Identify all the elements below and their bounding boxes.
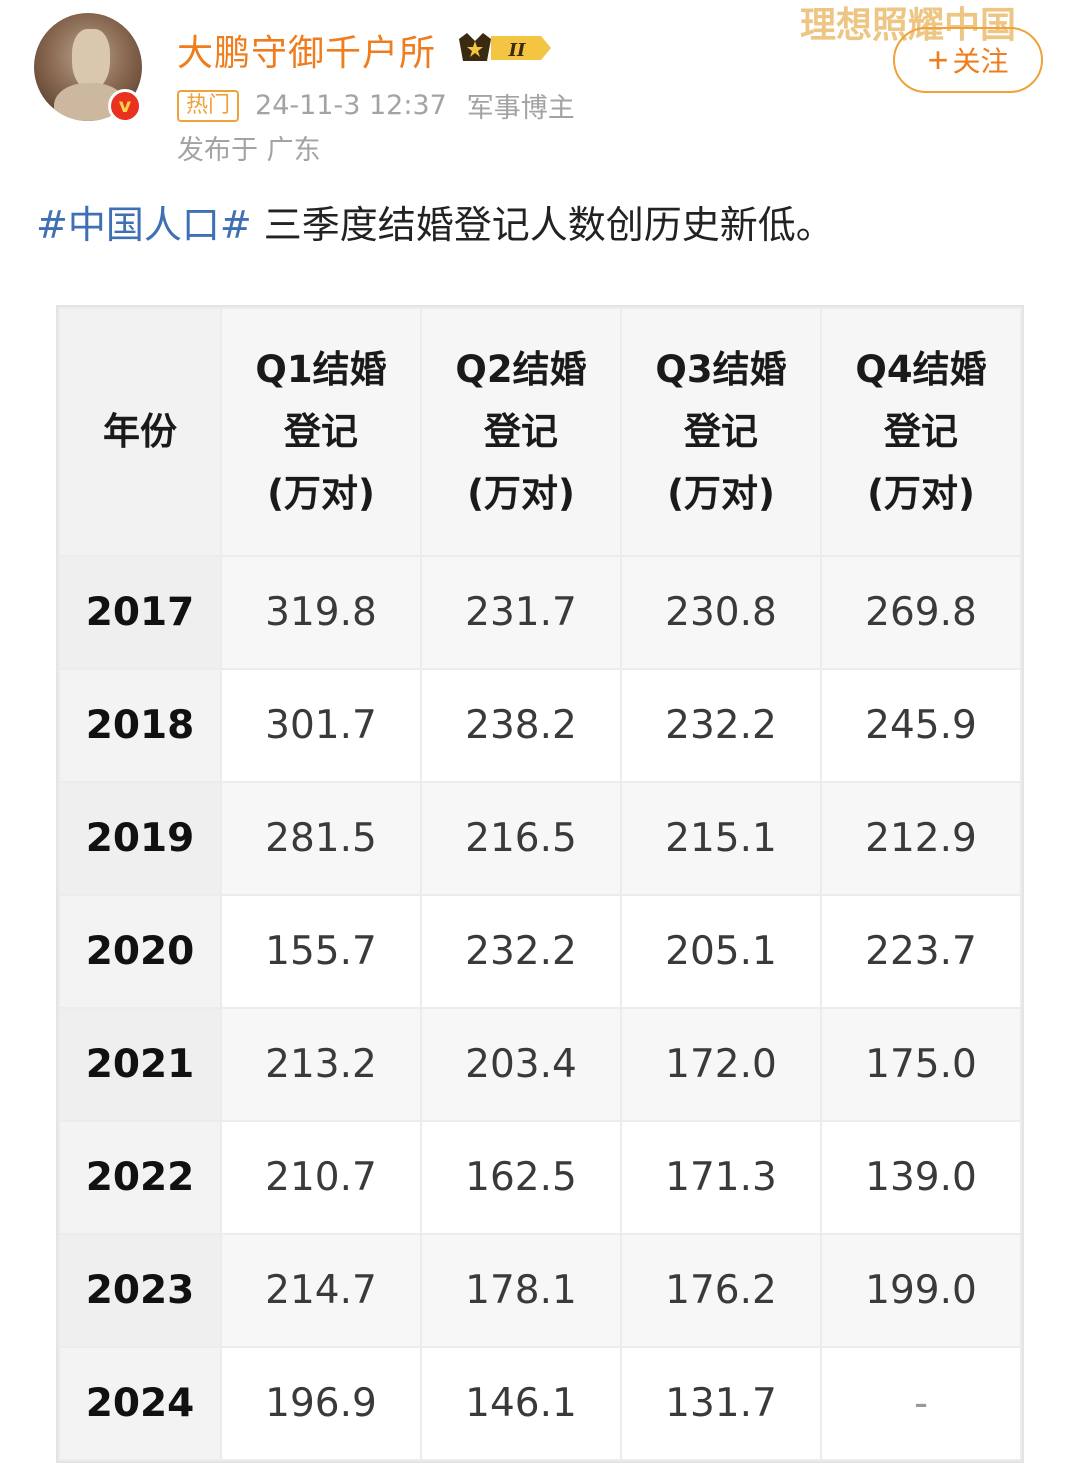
cell-q4: 269.8 (820, 555, 1022, 670)
cell-q4: - (820, 1346, 1022, 1461)
hashtag-link[interactable]: #中国人口# (36, 203, 252, 247)
cell-q4: 245.9 (820, 668, 1022, 783)
cell-q3: 232.2 (620, 668, 822, 783)
table-row: 2018 301.7 238.2 232.2 245.9 (58, 668, 1022, 783)
post-body: 三季度结婚登记人数创历史新低。 (251, 203, 834, 247)
cell-q1: 281.5 (220, 781, 422, 896)
cell-q2: 203.4 (420, 1007, 622, 1122)
cell-q3: 171.3 (620, 1120, 822, 1235)
cell-q3: 172.0 (620, 1007, 822, 1122)
header-line: Q4结婚 (855, 348, 987, 391)
cell-q3: 205.1 (620, 894, 822, 1009)
plus-icon: + (927, 39, 949, 80)
cell-year: 2021 (58, 1007, 222, 1122)
cell-q1: 213.2 (220, 1007, 422, 1122)
header-line: 登记 (684, 410, 758, 453)
rank-badge-icon: II (459, 33, 551, 61)
table-row: 2024 196.9 146.1 131.7 - (58, 1346, 1022, 1461)
cell-q2: 162.5 (420, 1120, 622, 1235)
cell-q4: 175.0 (820, 1007, 1022, 1122)
table-row: 2021 213.2 203.4 172.0 175.0 (58, 1007, 1022, 1122)
header-year: 年份 (58, 307, 222, 557)
cell-q3: 176.2 (620, 1233, 822, 1348)
cell-q4: 223.7 (820, 894, 1022, 1009)
cell-q2: 238.2 (420, 668, 622, 783)
table-row: 2022 210.7 162.5 171.3 139.0 (58, 1120, 1022, 1235)
cell-q2: 216.5 (420, 781, 622, 896)
header-line: Q3结婚 (655, 348, 787, 391)
author-category: 军事博主 (466, 93, 575, 124)
cell-q1: 319.8 (220, 555, 422, 670)
header-q3: Q3结婚 登记 (万对) (620, 307, 822, 557)
header-line: Q2结婚 (455, 348, 587, 391)
cell-q1: 155.7 (220, 894, 422, 1009)
rank-badge-text: II (508, 40, 526, 61)
post-meta: 热门 24-11-3 12:37 军事博主 (177, 86, 575, 125)
avatar-face (72, 29, 110, 89)
header-line: 登记 (284, 410, 358, 453)
marriage-registration-table: 年份 Q1结婚 登记 (万对) Q2结婚 登记 (万对) Q3结婚 登记 (万对… (58, 307, 1022, 1461)
cell-year: 2020 (58, 894, 222, 1009)
cell-q1: 210.7 (220, 1120, 422, 1235)
cell-q3: 230.8 (620, 555, 822, 670)
table-row: 2019 281.5 216.5 215.1 212.9 (58, 781, 1022, 896)
header-line: (万对) (467, 472, 575, 515)
post-text: #中国人口# 三季度结婚登记人数创历史新低。 (36, 194, 834, 249)
header-line: 登记 (884, 410, 958, 453)
table-row: 2023 214.7 178.1 176.2 199.0 (58, 1233, 1022, 1348)
table-header-row: 年份 Q1结婚 登记 (万对) Q2结婚 登记 (万对) Q3结婚 登记 (万对… (58, 307, 1022, 557)
author-avatar[interactable] (34, 13, 142, 121)
hot-tag: 热门 (177, 89, 240, 122)
cell-year: 2017 (58, 555, 222, 670)
cell-q3: 131.7 (620, 1346, 822, 1461)
header-line: (万对) (267, 472, 375, 515)
header-q2: Q2结婚 登记 (万对) (420, 307, 622, 557)
header-line: Q1结婚 (255, 348, 387, 391)
cell-q1: 214.7 (220, 1233, 422, 1348)
header-line: (万对) (667, 472, 775, 515)
follow-label: 关注 (952, 46, 1009, 77)
cell-year: 2024 (58, 1346, 222, 1461)
cell-q4: 139.0 (820, 1120, 1022, 1235)
header-line: 登记 (484, 410, 558, 453)
post-image-table[interactable]: 年份 Q1结婚 登记 (万对) Q2结婚 登记 (万对) Q3结婚 登记 (万对… (56, 305, 1024, 1463)
cell-q2: 146.1 (420, 1346, 622, 1461)
header-line: 年份 (103, 410, 177, 453)
cell-q1: 196.9 (220, 1346, 422, 1461)
cell-q1: 301.7 (220, 668, 422, 783)
post-location: 发布于 广东 (177, 135, 321, 166)
follow-button[interactable]: + 关注 (893, 27, 1043, 93)
post-time: 24-11-3 12:37 (255, 90, 447, 121)
cell-q2: 232.2 (420, 894, 622, 1009)
cell-year: 2018 (58, 668, 222, 783)
cell-year: 2022 (58, 1120, 222, 1235)
author-name[interactable]: 大鹏守御千户所 (177, 33, 437, 74)
cell-q4: 199.0 (820, 1233, 1022, 1348)
cell-q2: 178.1 (420, 1233, 622, 1348)
header-line: (万对) (867, 472, 975, 515)
header-q1: Q1结婚 登记 (万对) (220, 307, 422, 557)
header-q4: Q4结婚 登记 (万对) (820, 307, 1022, 557)
cell-q4: 212.9 (820, 781, 1022, 896)
cell-q3: 215.1 (620, 781, 822, 896)
cell-year: 2019 (58, 781, 222, 896)
table-row: 2020 155.7 232.2 205.1 223.7 (58, 894, 1022, 1009)
table-row: 2017 319.8 231.7 230.8 269.8 (58, 555, 1022, 670)
verified-icon: v (108, 89, 142, 123)
cell-q2: 231.7 (420, 555, 622, 670)
cell-year: 2023 (58, 1233, 222, 1348)
